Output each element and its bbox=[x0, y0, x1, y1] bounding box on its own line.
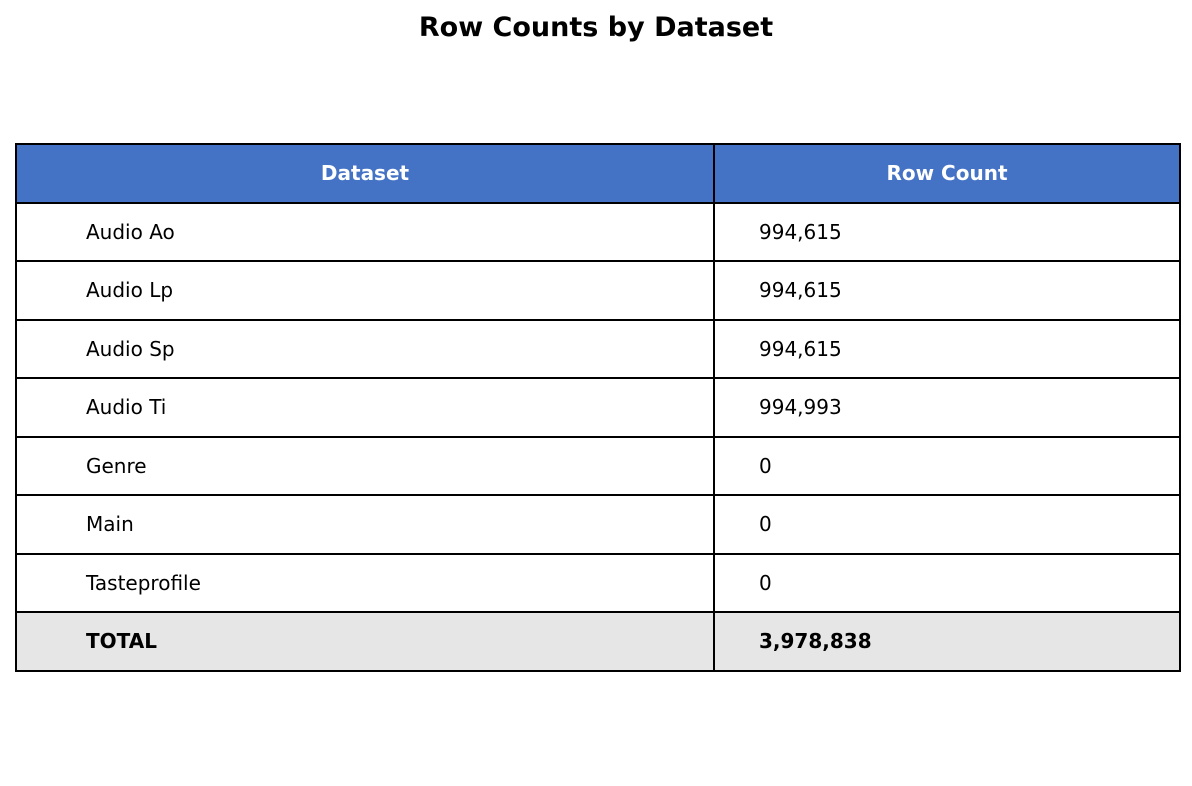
table-row: Genre 0 bbox=[15, 435, 1181, 496]
row-counts-table: Dataset Row Count Audio Ao 994,615 Audio… bbox=[15, 143, 1181, 672]
total-count-cell: 3,978,838 bbox=[713, 611, 1181, 672]
total-row: TOTAL 3,978,838 bbox=[15, 611, 1181, 672]
row-count-cell: 0 bbox=[713, 494, 1181, 555]
row-count-cell: 0 bbox=[713, 435, 1181, 496]
table-row: Audio Sp 994,615 bbox=[15, 318, 1181, 379]
dataset-name-cell: Audio Lp bbox=[15, 260, 715, 321]
column-header-dataset: Dataset bbox=[15, 143, 715, 204]
table-row: Audio Ao 994,615 bbox=[15, 201, 1181, 262]
row-count-cell: 994,615 bbox=[713, 201, 1181, 262]
row-count-cell: 994,615 bbox=[713, 318, 1181, 379]
dataset-name-cell: Audio Sp bbox=[15, 318, 715, 379]
table-row: Audio Lp 994,615 bbox=[15, 260, 1181, 321]
column-header-row-count: Row Count bbox=[713, 143, 1181, 204]
row-count-cell: 0 bbox=[713, 552, 1181, 613]
dataset-name-cell: Main bbox=[15, 494, 715, 555]
chart-title: Row Counts by Dataset bbox=[418, 12, 774, 43]
table-row: Main 0 bbox=[15, 494, 1181, 555]
row-count-cell: 994,615 bbox=[713, 260, 1181, 321]
dataset-name-cell: Genre bbox=[15, 435, 715, 496]
row-count-cell: 994,993 bbox=[713, 377, 1181, 438]
table-header-row: Dataset Row Count bbox=[15, 143, 1181, 204]
dataset-name-cell: Audio Ti bbox=[15, 377, 715, 438]
dataset-name-cell: Audio Ao bbox=[15, 201, 715, 262]
total-label-cell: TOTAL bbox=[15, 611, 715, 672]
dataset-name-cell: Tasteprofile bbox=[15, 552, 715, 613]
table-row: Tasteprofile 0 bbox=[15, 552, 1181, 613]
table-row: Audio Ti 994,993 bbox=[15, 377, 1181, 438]
